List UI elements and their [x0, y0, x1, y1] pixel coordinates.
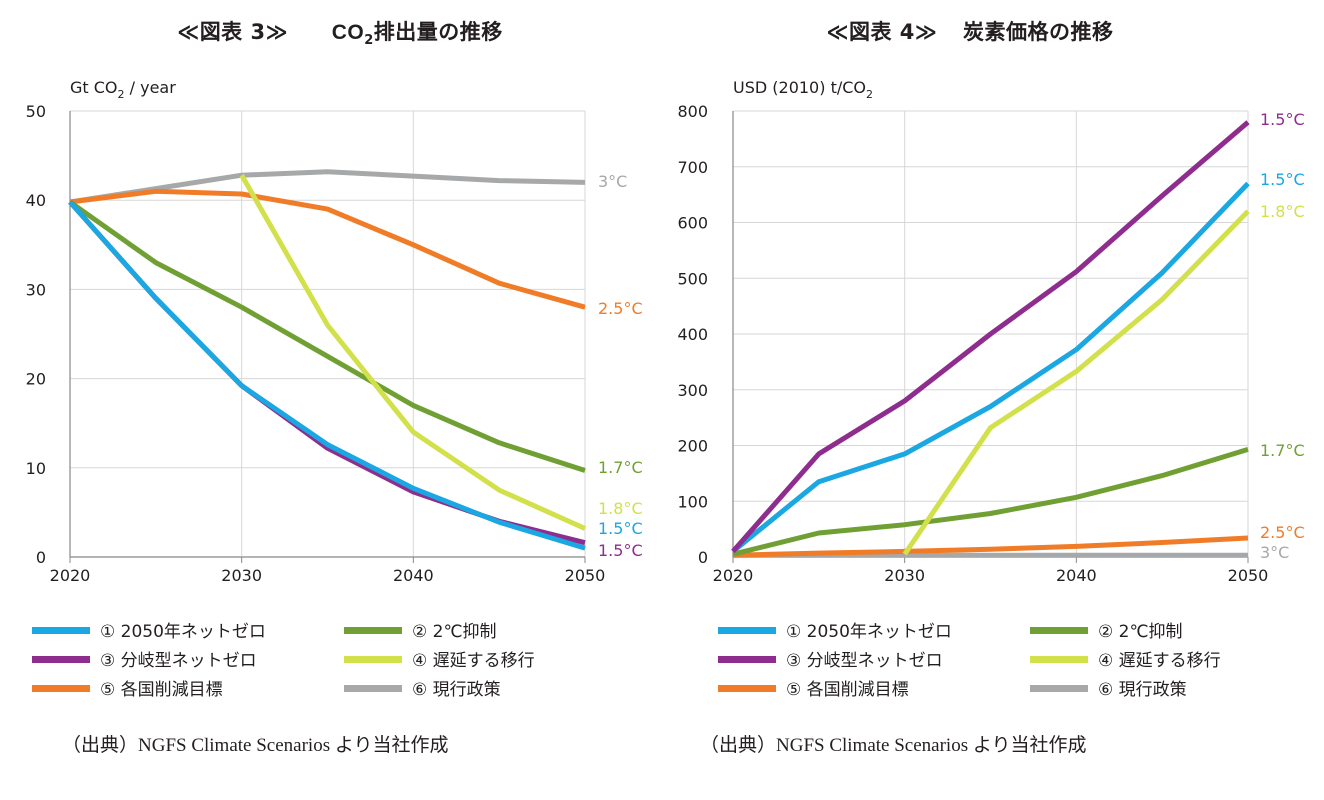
legend-label: ④ 遅延する移行 — [412, 651, 535, 671]
legend-item-current_policies: ⑥ 現行政策 — [344, 678, 501, 702]
series-line-below_2c — [68, 199, 586, 473]
end-label-current_policies: 3°C — [598, 172, 627, 191]
end-label-divergent_net_zero: 1.5°C — [598, 541, 643, 560]
legend-item-delayed_transition: ④ 遅延する移行 — [344, 649, 535, 673]
title-main: 炭素価格の推移 — [963, 20, 1114, 44]
y-tick-label: 10 — [26, 459, 46, 478]
x-tick-label: 2020 — [50, 566, 91, 585]
legend-label: ④ 遅延する移行 — [1098, 651, 1221, 671]
series-line-divergent_net_zero — [731, 120, 1250, 554]
legend-item-net_zero_2050: ① 2050年ネットゼロ — [32, 620, 266, 644]
end-label-ndcs: 2.5°C — [1260, 523, 1305, 542]
y-tick-label: 500 — [677, 269, 708, 288]
y-tick-label: 20 — [26, 370, 46, 389]
legend-label: ⑥ 現行政策 — [412, 680, 501, 700]
series-line-net_zero_2050 — [68, 200, 586, 551]
series-line-ndcs — [732, 535, 1249, 558]
chart-title-co2-emissions: ≪図表 3≫ CO2排出量の推移 — [60, 16, 620, 48]
end-label-net_zero_2050: 1.5°C — [598, 519, 643, 538]
legend-swatch — [344, 655, 402, 663]
end-label-ndcs: 2.5°C — [598, 299, 643, 318]
title-subscript: 2 — [364, 33, 374, 49]
legend-swatch — [32, 655, 90, 663]
legend-label: ⑤ 各国削減目標 — [100, 680, 223, 700]
carbon-price-chart: 0 100 200 300 400 500 600 700 800 2020 2030 2040 205… — [677, 78, 1304, 585]
legend-item-divergent_net_zero: ③ 分岐型ネットゼロ — [32, 649, 257, 673]
x-tick-label: 2050 — [565, 566, 606, 585]
legend-item-current_policies: ⑥ 現行政策 — [1030, 678, 1187, 702]
y-tick-label: 200 — [677, 437, 708, 456]
legend-swatch — [344, 626, 402, 634]
legend-swatch — [718, 684, 776, 692]
legend-item-net_zero_2050: ① 2050年ネットゼロ — [718, 620, 952, 644]
x-tick-label: 2050 — [1228, 566, 1269, 585]
y-tick-label: 0 — [36, 548, 46, 567]
legend-swatch — [718, 655, 776, 663]
x-tick-label: 2040 — [1056, 566, 1097, 585]
chart-title-carbon-price: ≪図表 4≫ 炭素価格の推移 — [690, 16, 1250, 46]
legend-swatch — [1030, 626, 1088, 634]
end-label-net_zero_2050: 1.5°C — [1260, 170, 1305, 189]
series-line-delayed_transition — [902, 209, 1250, 556]
end-label-below_2c: 1.7°C — [1260, 441, 1305, 460]
y-axis-unit-label: Gt CO2 / year — [70, 78, 176, 101]
legend-label: ⑤ 各国削減目標 — [786, 680, 909, 700]
x-tick-label: 2030 — [884, 566, 925, 585]
source-note-left: （出典）NGFS Climate Scenarios より当社作成 — [62, 735, 449, 756]
legend-label: ① 2050年ネットゼロ — [100, 622, 266, 642]
x-tick-label: 2030 — [221, 566, 262, 585]
legend-label: ③ 分岐型ネットゼロ — [100, 651, 257, 671]
series-line-below_2c — [732, 447, 1249, 557]
figure-number: ≪図表 3≫ — [177, 20, 289, 44]
legend-swatch — [32, 684, 90, 692]
legend-item-below_2c: ② 2℃抑制 — [1030, 620, 1183, 644]
y-tick-label: 300 — [677, 381, 708, 400]
y-tick-label: 800 — [677, 102, 708, 121]
y-tick-label: 50 — [26, 102, 46, 121]
series-line-current_policies — [69, 169, 586, 205]
legend-item-delayed_transition: ④ 遅延する移行 — [1030, 649, 1221, 673]
legend-swatch — [32, 626, 90, 634]
y-tick-label: 40 — [26, 191, 46, 210]
series-line-net_zero_2050 — [731, 181, 1250, 554]
legend-swatch — [1030, 684, 1088, 692]
legend-item-ndcs: ⑤ 各国削減目標 — [32, 678, 223, 702]
source-note-right: （出典）NGFS Climate Scenarios より当社作成 — [700, 735, 1087, 756]
legend-swatch — [718, 626, 776, 634]
legend-item-divergent_net_zero: ③ 分岐型ネットゼロ — [718, 649, 943, 673]
y-tick-label: 100 — [677, 492, 708, 511]
legend-label: ③ 分岐型ネットゼロ — [786, 651, 943, 671]
end-label-delayed_transition: 1.8°C — [598, 499, 643, 518]
title-main: CO — [331, 21, 365, 44]
end-label-below_2c: 1.7°C — [598, 458, 643, 477]
legend-swatch — [1030, 655, 1088, 663]
end-label-delayed_transition: 1.8°C — [1260, 202, 1305, 221]
x-tick-label: 2040 — [393, 566, 434, 585]
title-suffix: 排出量の推移 — [373, 20, 503, 44]
figure-number: ≪図表 4≫ — [826, 20, 938, 44]
legend-item-ndcs: ⑤ 各国削減目標 — [718, 678, 909, 702]
legend-label: ② 2℃抑制 — [1098, 622, 1183, 642]
series-line-delayed_transition — [239, 173, 587, 531]
legend-swatch — [344, 684, 402, 692]
legend-label: ⑥ 現行政策 — [1098, 680, 1187, 700]
legend-item-below_2c: ② 2℃抑制 — [344, 620, 497, 644]
end-label-divergent_net_zero: 1.5°C — [1260, 110, 1305, 129]
legend-label: ② 2℃抑制 — [412, 622, 497, 642]
y-tick-label: 30 — [26, 280, 46, 299]
x-tick-label: 2020 — [713, 566, 754, 585]
y-tick-label: 700 — [677, 158, 708, 177]
end-label-current_policies: 3°C — [1260, 543, 1289, 562]
legend-label: ① 2050年ネットゼロ — [786, 622, 952, 642]
y-axis-unit-label: USD (2010) t/CO2 — [733, 78, 873, 101]
series-line-ndcs — [69, 188, 586, 310]
y-tick-label: 0 — [698, 548, 708, 567]
y-tick-label: 400 — [677, 325, 708, 344]
y-tick-label: 600 — [677, 214, 708, 233]
